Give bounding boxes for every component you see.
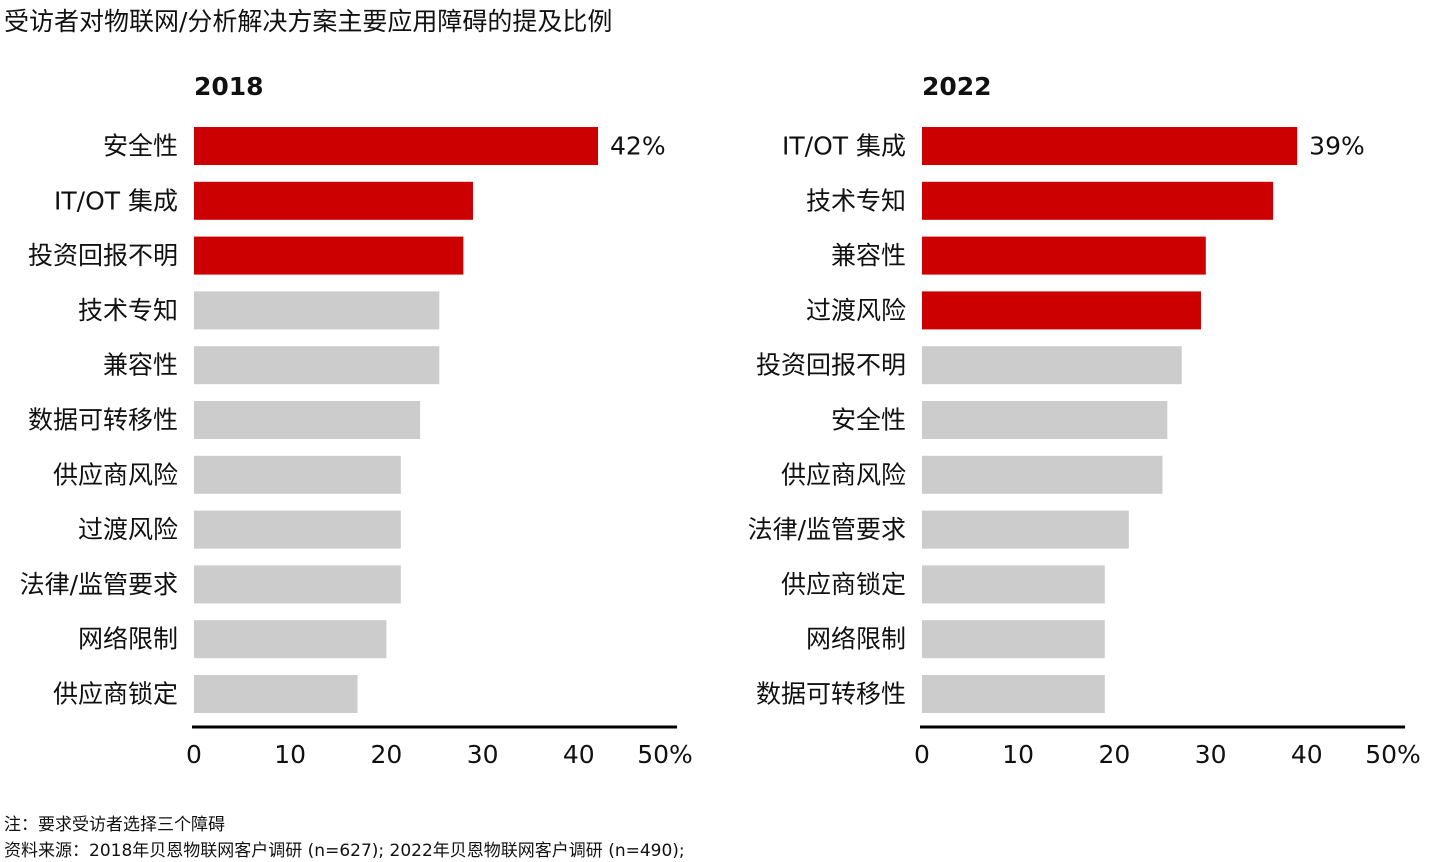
category-label: 安全性: [831, 406, 906, 435]
category-label: 过渡风险: [78, 515, 178, 544]
category-label: 供应商锁定: [53, 680, 178, 709]
bar: [922, 291, 1201, 330]
bar: [922, 565, 1105, 604]
x-tick-label: 20: [370, 740, 402, 769]
x-tick-label: 30: [1195, 740, 1227, 769]
category-label: 法律/监管要求: [748, 515, 906, 544]
bar: [194, 181, 473, 220]
category-label: 供应商风险: [53, 460, 178, 489]
bar: [194, 291, 440, 330]
bar: [194, 455, 401, 494]
bar: [194, 620, 387, 659]
category-label: 供应商锁定: [781, 570, 906, 599]
data-label: 39%: [1309, 132, 1365, 161]
category-label: 数据可转移性: [28, 406, 178, 435]
category-label: 网络限制: [806, 625, 906, 654]
category-label: 技术专知: [806, 186, 906, 215]
panel-title: 2022: [922, 72, 992, 101]
bar: [922, 675, 1105, 713]
category-label: 供应商风险: [781, 460, 906, 489]
x-tick-label: 30: [467, 740, 499, 769]
bar: [922, 236, 1206, 275]
x-tick-label: 0: [186, 740, 202, 769]
bar: [194, 346, 440, 385]
source-note: 资料来源：2018年贝恩物联网客户调研 (n=627); 2022年贝恩物联网客…: [4, 841, 685, 861]
bar: [194, 401, 421, 439]
category-label: 过渡风险: [806, 296, 906, 325]
bar: [922, 346, 1182, 385]
panel-title: 2018: [194, 72, 264, 101]
category-label: IT/OT 集成: [782, 132, 906, 161]
category-label: IT/OT 集成: [54, 186, 178, 215]
category-label: 投资回报不明: [756, 351, 906, 380]
x-tick-label: 40: [1291, 740, 1323, 769]
bar: [922, 401, 1168, 439]
category-label: 数据可转移性: [756, 680, 906, 709]
bar: [194, 236, 464, 275]
bar: [922, 181, 1274, 220]
category-label: 技术专知: [78, 296, 178, 325]
category-label: 安全性: [103, 132, 178, 161]
category-label: 法律/监管要求: [20, 570, 178, 599]
x-tick-label: 50%: [637, 740, 693, 769]
x-tick-label: 20: [1098, 740, 1130, 769]
bar: [194, 675, 358, 713]
x-tick-label: 50%: [1365, 740, 1421, 769]
x-tick-label: 40: [563, 740, 595, 769]
category-label: 兼容性: [831, 241, 906, 270]
bar: [922, 510, 1129, 549]
data-label: 42%: [610, 132, 666, 161]
chart-title: 受访者对物联网/分析解决方案主要应用障碍的提及比例: [4, 7, 613, 36]
x-tick-label: 10: [1002, 740, 1034, 769]
bar: [922, 127, 1298, 165]
bar: [922, 455, 1163, 494]
bar: [194, 127, 599, 165]
category-label: 投资回报不明: [28, 241, 178, 270]
bar: [194, 510, 401, 549]
category-label: 兼容性: [103, 351, 178, 380]
category-label: 网络限制: [78, 625, 178, 654]
x-tick-label: 10: [274, 740, 306, 769]
bar: [922, 620, 1105, 659]
x-tick-label: 0: [914, 740, 930, 769]
footnote: 注：要求受访者选择三个障碍: [4, 815, 225, 835]
bar: [194, 565, 401, 604]
